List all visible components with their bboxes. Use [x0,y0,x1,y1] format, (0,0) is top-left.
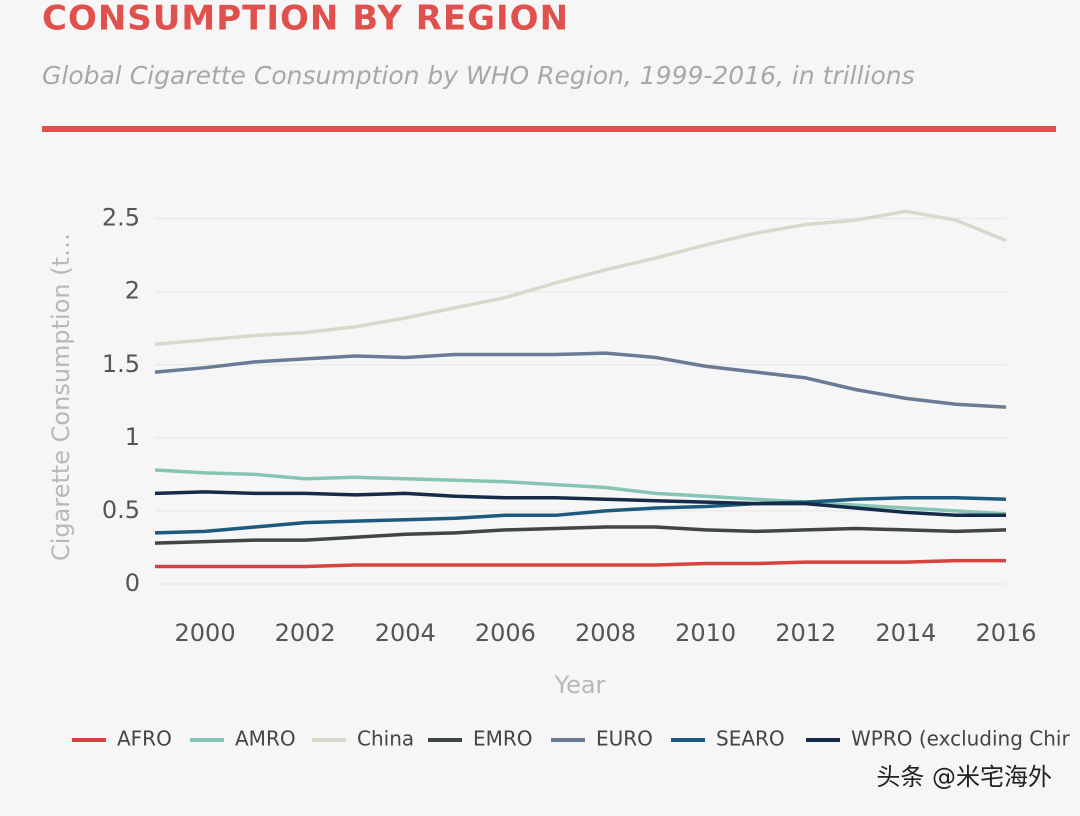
x-tick-label: 2016 [975,619,1036,647]
chart-subtitle: Global Cigarette Consumption by WHO Regi… [42,61,915,90]
legend-label: EURO [596,727,653,751]
series-line [154,496,1007,535]
legend-label: SEARO [716,727,785,751]
legend-label: AFRO [117,727,172,751]
legend-label: China [357,727,414,751]
divider [42,126,1056,132]
legend-label: AMRO [235,727,296,751]
y-tick-label: 0.5 [102,496,140,524]
legend-label: WPRO (excluding Chir [851,727,1070,751]
series-line [154,468,1007,516]
y-tick-label: 0 [125,569,140,597]
y-axis-label: Cigarette Consumption (t… [47,233,75,561]
x-axis-label: Year [554,671,606,699]
watermark: 头条 @米宅海外 [876,763,1052,791]
x-tick-label: 2010 [675,619,736,647]
series-line [154,351,1007,409]
chart-title: CONSUMPTION BY REGION [42,0,569,39]
x-tick-label: 2008 [575,619,636,647]
series-line [155,558,1006,569]
x-tick-label: 2006 [475,619,536,647]
x-tick-label: 2012 [775,619,836,647]
series-line [154,209,1007,347]
y-tick-label: 1 [125,423,140,451]
y-tick-label: 2.5 [102,204,140,232]
x-tick-label: 2014 [875,619,936,647]
series-line [154,490,1006,518]
x-tick-label: 2004 [375,619,436,647]
y-tick-label: 1.5 [102,350,140,378]
x-tick-label: 2000 [175,619,236,647]
legend-label: EMRO [473,727,533,751]
y-tick-label: 2 [125,277,140,305]
x-tick-label: 2002 [275,619,336,647]
series-line [154,525,1007,545]
